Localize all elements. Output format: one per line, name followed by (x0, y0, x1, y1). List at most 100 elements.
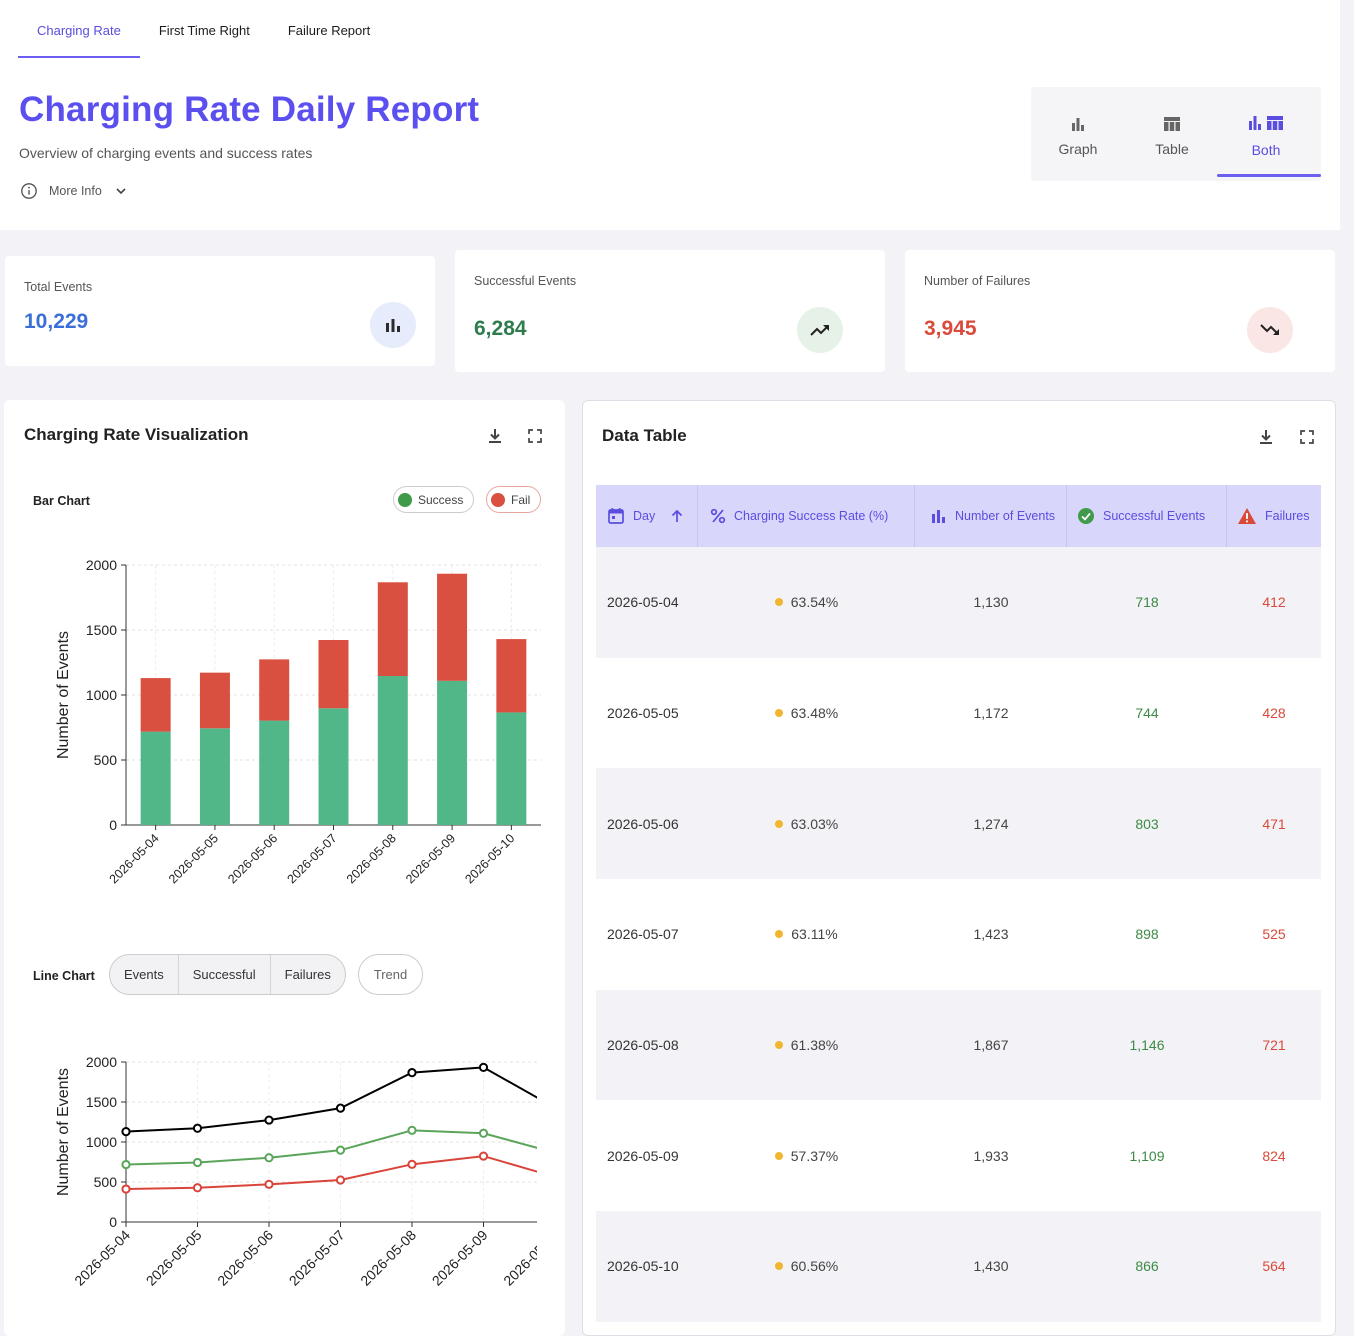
header-number-of-events[interactable]: Number of Events (915, 485, 1067, 547)
view-table-button[interactable]: Table (1125, 87, 1219, 181)
y-tick-label: 2000 (86, 1054, 117, 1070)
cell-success-rate-value: 63.54% (790, 594, 839, 611)
cell-success-rate: 63.54% (698, 547, 915, 658)
x-tick-label: 2026-05-08 (357, 1227, 419, 1289)
bar-fail (377, 582, 408, 677)
legend-fail[interactable]: Fail (486, 486, 542, 513)
cell-success-rate: 63.48% (698, 658, 915, 769)
segment-failures[interactable]: Failures (284, 967, 331, 982)
y-tick-label: 1500 (86, 1094, 117, 1110)
table-row[interactable]: 2026-05-06 63.03% 1,274 803 471 (596, 768, 1321, 880)
header-failures[interactable]: Failures (1227, 485, 1321, 547)
header-day[interactable]: Day (596, 485, 698, 547)
y-tick-label: 500 (94, 1174, 118, 1190)
header-successful-events[interactable]: Successful Events (1067, 485, 1227, 547)
table-row[interactable]: 2026-05-08 61.38% 1,867 1,146 721 (596, 989, 1321, 1101)
header-success-rate[interactable]: Charging Success Rate (%) (698, 485, 915, 547)
cell-number-of-events: 1,867 (973, 1037, 1009, 1054)
more-info-label: More Info (49, 184, 102, 198)
cell-success-rate: 63.03% (698, 768, 915, 879)
bar-success (437, 680, 468, 825)
x-tick-label: 2026-05-06 (214, 1227, 276, 1289)
table-row[interactable]: 2026-05-07 63.11% 1,423 898 525 (596, 879, 1321, 990)
cell-day: 2026-05-06 (607, 815, 679, 832)
line-series-toggle: Events Successful Failures (109, 954, 346, 995)
total-events-card: Total Events 10,229 (5, 256, 435, 366)
line-point (478, 1151, 489, 1161)
table-row[interactable]: 2026-05-04 63.54% 1,130 718 412 (596, 547, 1321, 658)
line-point (264, 1115, 274, 1125)
sort-ascending-icon (672, 509, 683, 522)
table-row[interactable]: 2026-05-10 60.56% 1,430 866 564 (596, 1211, 1321, 1322)
fail-legend-dot (491, 492, 505, 507)
table-icon (1164, 116, 1180, 131)
x-tick-label: 2026-05-08 (344, 831, 399, 886)
line-point (407, 1125, 417, 1135)
fullscreen-icon[interactable] (1298, 428, 1316, 446)
more-info-toggle[interactable]: More Info (20, 182, 128, 200)
cell-successful-events: 1,109 (1129, 1147, 1165, 1164)
header-number-of-events-label: Number of Events (955, 509, 1056, 523)
tab-first-time-right[interactable]: First Time Right (158, 23, 250, 38)
x-tick-label: 2026-05-04 (71, 1227, 133, 1289)
cell-day: 2026-05-10 (607, 1258, 679, 1275)
y-axis-label: Number of Events (55, 1068, 72, 1196)
view-both-button[interactable]: Both (1217, 87, 1321, 181)
x-tick-label: 2026-05-05 (166, 831, 221, 886)
y-tick-label: 0 (109, 1214, 117, 1230)
x-tick-label: 2026-05-05 (143, 1227, 205, 1289)
line-point (335, 1103, 346, 1113)
cell-day: 2026-05-05 (607, 705, 679, 722)
cell-successful-events: 866 (1135, 1258, 1159, 1275)
failures-label: Number of Failures (924, 274, 1031, 288)
view-graph-button[interactable]: Graph (1031, 87, 1125, 181)
line-point (478, 1062, 489, 1072)
segment-events[interactable]: Events (110, 955, 179, 994)
y-tick-label: 1000 (86, 687, 117, 703)
header-failures-label: Failures (1265, 509, 1310, 523)
y-tick-label: 2000 (86, 557, 117, 573)
cell-number-of-events: 1,130 (973, 594, 1009, 611)
tab-charging-rate[interactable]: Charging Rate (18, 0, 140, 58)
cell-day: 2026-05-09 (607, 1147, 679, 1164)
legend-success[interactable]: Success (393, 486, 475, 513)
rate-indicator-dot (774, 709, 783, 718)
line-chart: 0 500 1000 1500 2000 Number of Events 2026-05-… (55, 1054, 537, 1289)
fullscreen-icon[interactable] (526, 427, 544, 445)
bar-fail (318, 640, 349, 709)
trend-button[interactable]: Trend (358, 954, 423, 995)
bar-success (259, 720, 290, 825)
bar-fail (437, 573, 468, 681)
cell-successful-events: 744 (1135, 705, 1159, 722)
download-icon[interactable] (486, 427, 504, 445)
check-circle-icon (1078, 508, 1094, 524)
line-point (121, 1184, 131, 1194)
cell-number-of-events: 1,933 (973, 1147, 1009, 1164)
table-row[interactable]: 2026-05-05 63.48% 1,172 744 428 (596, 658, 1321, 769)
cell-success-rate-value: 63.03% (790, 815, 839, 832)
x-tick-label: 2026-05-09 (403, 831, 458, 886)
bar-success (377, 676, 408, 825)
cell-success-rate: 57.37% (698, 1100, 915, 1211)
table-row[interactable]: 2026-05-09 57.37% 1,933 1,109 824 (596, 1100, 1321, 1211)
download-icon[interactable] (1257, 428, 1275, 446)
bar-fail (259, 659, 290, 721)
line-point (192, 1157, 203, 1168)
line-series-group (121, 1062, 537, 1194)
rate-indicator-dot (774, 1262, 783, 1271)
tab-failure-report[interactable]: Failure Report (287, 23, 371, 38)
rate-indicator-dot (774, 1151, 783, 1160)
cell-successful-events: 1,146 (1129, 1037, 1165, 1054)
segment-successful[interactable]: Successful (179, 955, 271, 994)
cell-number-of-events: 1,430 (973, 1258, 1009, 1275)
both-view-icon (1249, 115, 1283, 130)
cell-day: 2026-05-07 (607, 926, 679, 943)
y-tick-label: 1000 (86, 1134, 117, 1150)
visualization-panel: Charging Rate Visualization (4, 400, 565, 1336)
page-subtitle: Overview of charging events and success … (19, 145, 313, 161)
y-tick-label: 1500 (86, 622, 117, 638)
bar-success (140, 731, 171, 825)
data-table: Day Charging Success Rate (%) Number of … (596, 485, 1321, 1322)
percent-icon (710, 508, 726, 524)
x-tick-label: 2026-05-04 (107, 831, 162, 886)
